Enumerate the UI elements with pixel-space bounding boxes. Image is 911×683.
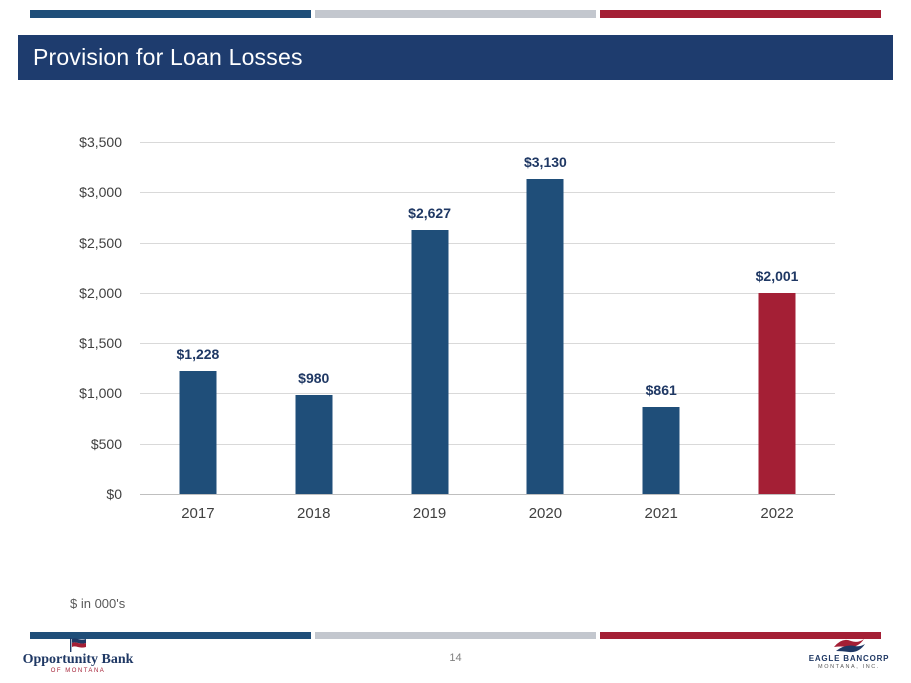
x-tick-label: 2019 <box>412 505 447 522</box>
bottom-accent-stripe <box>30 632 881 639</box>
gridline <box>140 494 835 495</box>
bar-value-label: $2,627 <box>408 204 451 221</box>
eagle-icon <box>834 639 865 653</box>
eagle-bancorp-logo: EAGLE BANCORP MONTANA, INC. <box>809 636 889 670</box>
bar-value-label: $1,228 <box>176 345 220 362</box>
y-tick-label: $1,500 <box>79 335 122 352</box>
x-tick-label: 2022 <box>760 505 794 522</box>
opportunity-bank-logo: Opportunity Bank OF MONTANA <box>18 638 138 675</box>
x-tick-label: 2017 <box>181 505 215 522</box>
x-tick-label: 2021 <box>644 505 678 522</box>
stripe-segment-gray <box>315 632 596 639</box>
stripe-segment-red <box>600 632 881 639</box>
opportunity-bank-subtitle: OF MONTANA <box>50 668 106 675</box>
gridline <box>140 192 835 194</box>
stripe-segment-red <box>600 10 881 18</box>
gridline <box>140 142 835 143</box>
eagle-bancorp-name: EAGLE BANCORP <box>808 654 890 663</box>
page-title: Provision for Loan Losses <box>33 44 303 70</box>
bar-value-label: $980 <box>298 370 330 387</box>
bar-column-2022: $2,001 <box>719 142 835 494</box>
y-tick-label: $0 <box>106 486 122 502</box>
gridline <box>140 343 835 345</box>
stripe-segment-gray <box>315 10 596 18</box>
bars: $1,228 $980 $2,627 $3,130 $861 $2,001 <box>140 142 835 494</box>
bar-2022 <box>758 292 796 494</box>
gridline <box>140 242 835 244</box>
gridline <box>140 393 835 395</box>
y-tick-label: $500 <box>90 435 122 452</box>
bar-column-2017: $1,228 <box>140 142 256 494</box>
y-tick-label: $1,000 <box>79 385 122 402</box>
bar-column-2020: $3,130 <box>487 142 603 494</box>
x-tick-label: 2018 <box>297 505 331 522</box>
stripe-segment-blue <box>30 10 311 18</box>
gridline <box>140 443 835 445</box>
bar-column-2018: $980 <box>256 142 372 494</box>
top-accent-stripe <box>30 10 881 18</box>
bar-value-label: $2,001 <box>755 267 799 284</box>
bar-value-label: $861 <box>645 382 677 399</box>
units-footnote: $ in 000's <box>70 596 126 611</box>
plot-area: $1,228 $980 $2,627 $3,130 $861 $2,001 <box>140 142 835 495</box>
flag-icon <box>70 638 86 652</box>
gridline <box>140 292 835 294</box>
page-number: 14 <box>449 652 462 664</box>
y-axis: $0 $500 $1,000 $1,500 $2,000 $2,500 $3,000 $3,5… <box>0 134 132 502</box>
bar-2019 <box>411 229 449 494</box>
bar-value-label: $3,130 <box>523 154 567 171</box>
x-tick-label: 2020 <box>528 505 563 522</box>
y-tick-label: $3,500 <box>79 134 122 150</box>
bar-2021 <box>642 407 680 494</box>
y-tick-label: $2,500 <box>79 234 122 251</box>
stripe-segment-blue <box>30 632 311 639</box>
bar-2020 <box>526 179 564 494</box>
eagle-bancorp-subtitle: MONTANA, INC. <box>818 663 880 670</box>
bar-column-2019: $2,627 <box>372 142 488 494</box>
opportunity-bank-name: Opportunity Bank <box>22 652 134 667</box>
bar-2018 <box>295 395 333 494</box>
y-tick-label: $3,000 <box>79 184 122 201</box>
bar-2017 <box>179 370 217 494</box>
bar-column-2021: $861 <box>603 142 719 494</box>
title-band: Provision for Loan Losses <box>18 35 893 80</box>
x-axis: 2017 2018 2019 2020 2021 2022 <box>140 505 835 522</box>
y-tick-label: $2,000 <box>79 284 122 301</box>
